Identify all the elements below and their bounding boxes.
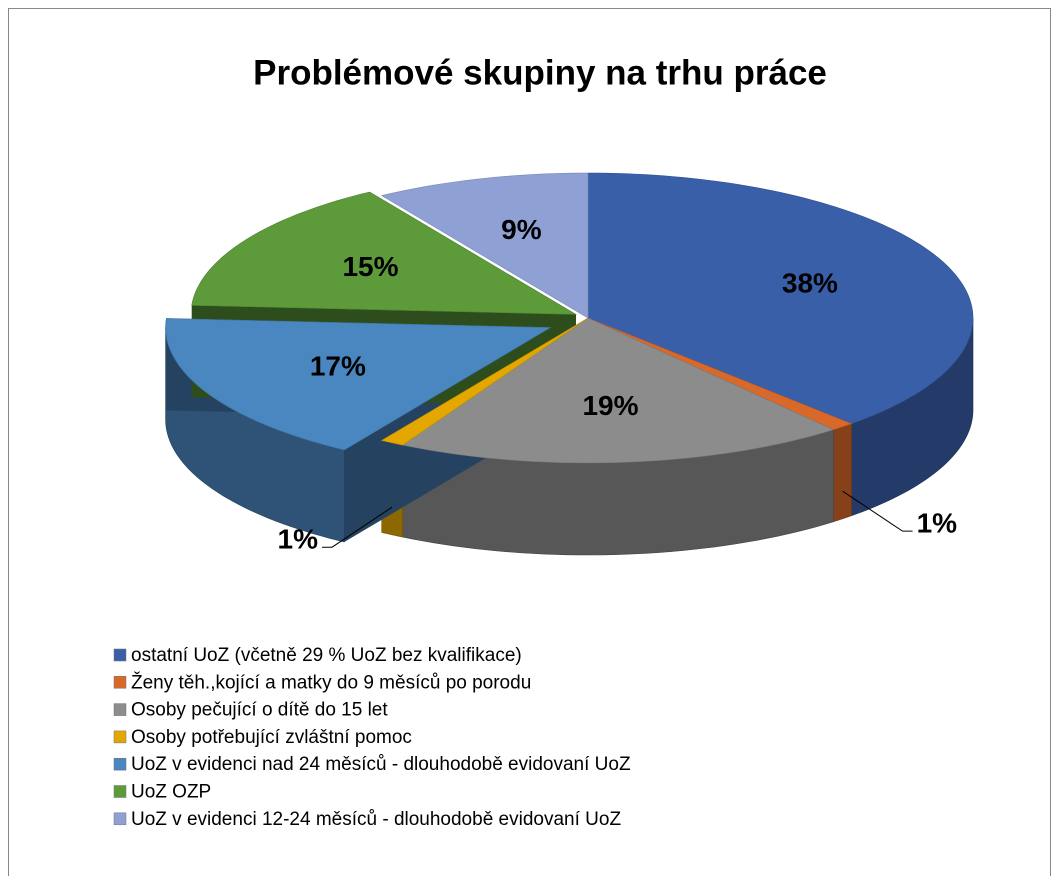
legend-swatch xyxy=(113,648,127,662)
legend-label: UoZ v evidenci nad 24 měsíců - dlouhodob… xyxy=(131,754,631,775)
legend-swatch xyxy=(113,785,127,798)
leader-line xyxy=(842,490,913,532)
legend: ostatní UoZ (včetně 29 % UoZ bez kvalifi… xyxy=(113,645,631,830)
legend-swatch xyxy=(113,757,127,771)
legend-swatch xyxy=(113,676,127,689)
legend-label: UoZ v evidenci 12-24 měsíců - dlouhodobě… xyxy=(131,809,621,830)
legend-label: Osoby pečující o dítě do 15 let xyxy=(131,700,388,721)
legend-label: Osoby potřebující zvláštní pomoc xyxy=(131,727,412,748)
slice xyxy=(191,191,578,315)
data-label: 38% xyxy=(782,267,838,298)
slice xyxy=(380,172,589,319)
data-label: 15% xyxy=(342,251,398,282)
legend-swatch xyxy=(113,730,127,744)
legend-label: Ženy těh.,kojící a matky do 9 měsíců po … xyxy=(131,671,531,693)
pie: 38% 1% 19% 1% 17% 15% 9% xyxy=(165,172,974,556)
slice-side xyxy=(833,423,852,523)
legend-label: UoZ OZP xyxy=(131,782,211,803)
data-label: 19% xyxy=(582,390,638,421)
slice xyxy=(380,317,589,446)
data-label: 17% xyxy=(310,351,366,382)
slice xyxy=(165,318,552,451)
slice xyxy=(587,172,974,425)
data-label: 1% xyxy=(917,508,958,539)
leader-line xyxy=(322,506,393,548)
chart-title: Problémové skupiny na trhu práce xyxy=(253,53,827,92)
slice xyxy=(401,317,835,464)
data-label: 1% xyxy=(278,524,319,555)
legend-label: ostatní UoZ (včetně 29 % UoZ bez kvalifi… xyxy=(131,645,522,666)
legend-swatch xyxy=(113,812,127,826)
data-label: 9% xyxy=(501,214,542,245)
legend-swatch xyxy=(113,703,127,716)
